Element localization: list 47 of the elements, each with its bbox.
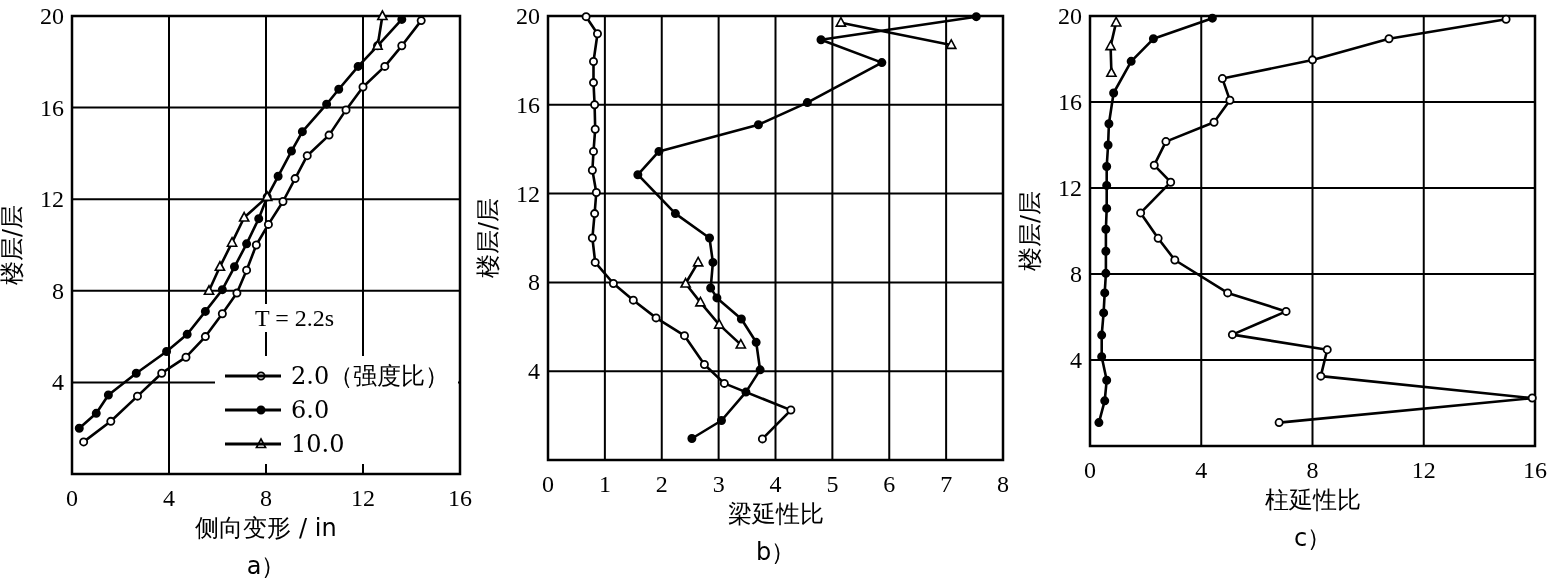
x-tick-label: 6 <box>883 471 896 497</box>
x-tick-label: 8 <box>260 485 272 511</box>
legend-label: 6.0 <box>291 396 330 424</box>
x-tick-label: 4 <box>1195 457 1208 483</box>
x-tick-label: 5 <box>826 471 839 497</box>
x-tick-label: 0 <box>1084 457 1096 483</box>
x-axis-title: 柱延性比 <box>1264 486 1361 514</box>
y-axis-title: 楼层/层 <box>474 197 502 279</box>
x-tick-label: 0 <box>66 485 78 511</box>
y-tick-label: 12 <box>516 180 540 207</box>
y-tick-label: 20 <box>1058 3 1082 29</box>
text: b） <box>755 538 796 566</box>
legend-label: 10.0 <box>291 430 345 458</box>
x-tick-label: 2 <box>655 471 668 497</box>
x-tick-label: 12 <box>351 485 375 511</box>
x-tick-label: 16 <box>448 485 472 511</box>
x-tick-label: 3 <box>712 471 725 497</box>
legend-label: 2.0（强度比） <box>291 362 450 390</box>
y-tick-label: 8 <box>528 269 540 296</box>
x-tick-label: 0 <box>542 471 554 497</box>
y-axis-title: 楼层/层 <box>1016 190 1044 272</box>
y-tick-label: 4 <box>528 358 540 385</box>
y-tick-label: 16 <box>1058 89 1082 115</box>
x-tick-label: 8 <box>997 471 1009 497</box>
y-tick-label: 4 <box>1070 347 1082 373</box>
x-axis-title: 梁延性比 <box>727 500 824 528</box>
y-tick-label: 8 <box>52 277 64 304</box>
x-tick-label: 12 <box>1411 457 1436 483</box>
y-tick-label: 4 <box>52 369 64 396</box>
x-tick-label: 4 <box>769 471 782 497</box>
y-tick-label: 16 <box>516 91 540 118</box>
x-tick-label: 8 <box>1306 457 1319 483</box>
text: c） <box>1293 524 1332 552</box>
x-tick-label: 4 <box>163 485 175 511</box>
y-tick-label: 12 <box>1058 175 1082 201</box>
text: a） <box>246 552 286 580</box>
x-tick-label: 1 <box>598 471 611 497</box>
y-tick-label: 8 <box>1070 261 1082 287</box>
y-tick-label: 20 <box>40 3 64 29</box>
x-tick-label: 7 <box>940 471 953 497</box>
y-tick-label: 20 <box>516 3 540 29</box>
x-tick-label: 16 <box>1523 457 1547 483</box>
y-axis-title: 楼层/层 <box>0 204 26 286</box>
x-axis-title: 侧向变形 / in <box>195 514 337 542</box>
annotation: T = 2.2s <box>255 305 335 331</box>
y-tick-label: 16 <box>40 94 64 121</box>
y-tick-label: 12 <box>40 186 64 213</box>
